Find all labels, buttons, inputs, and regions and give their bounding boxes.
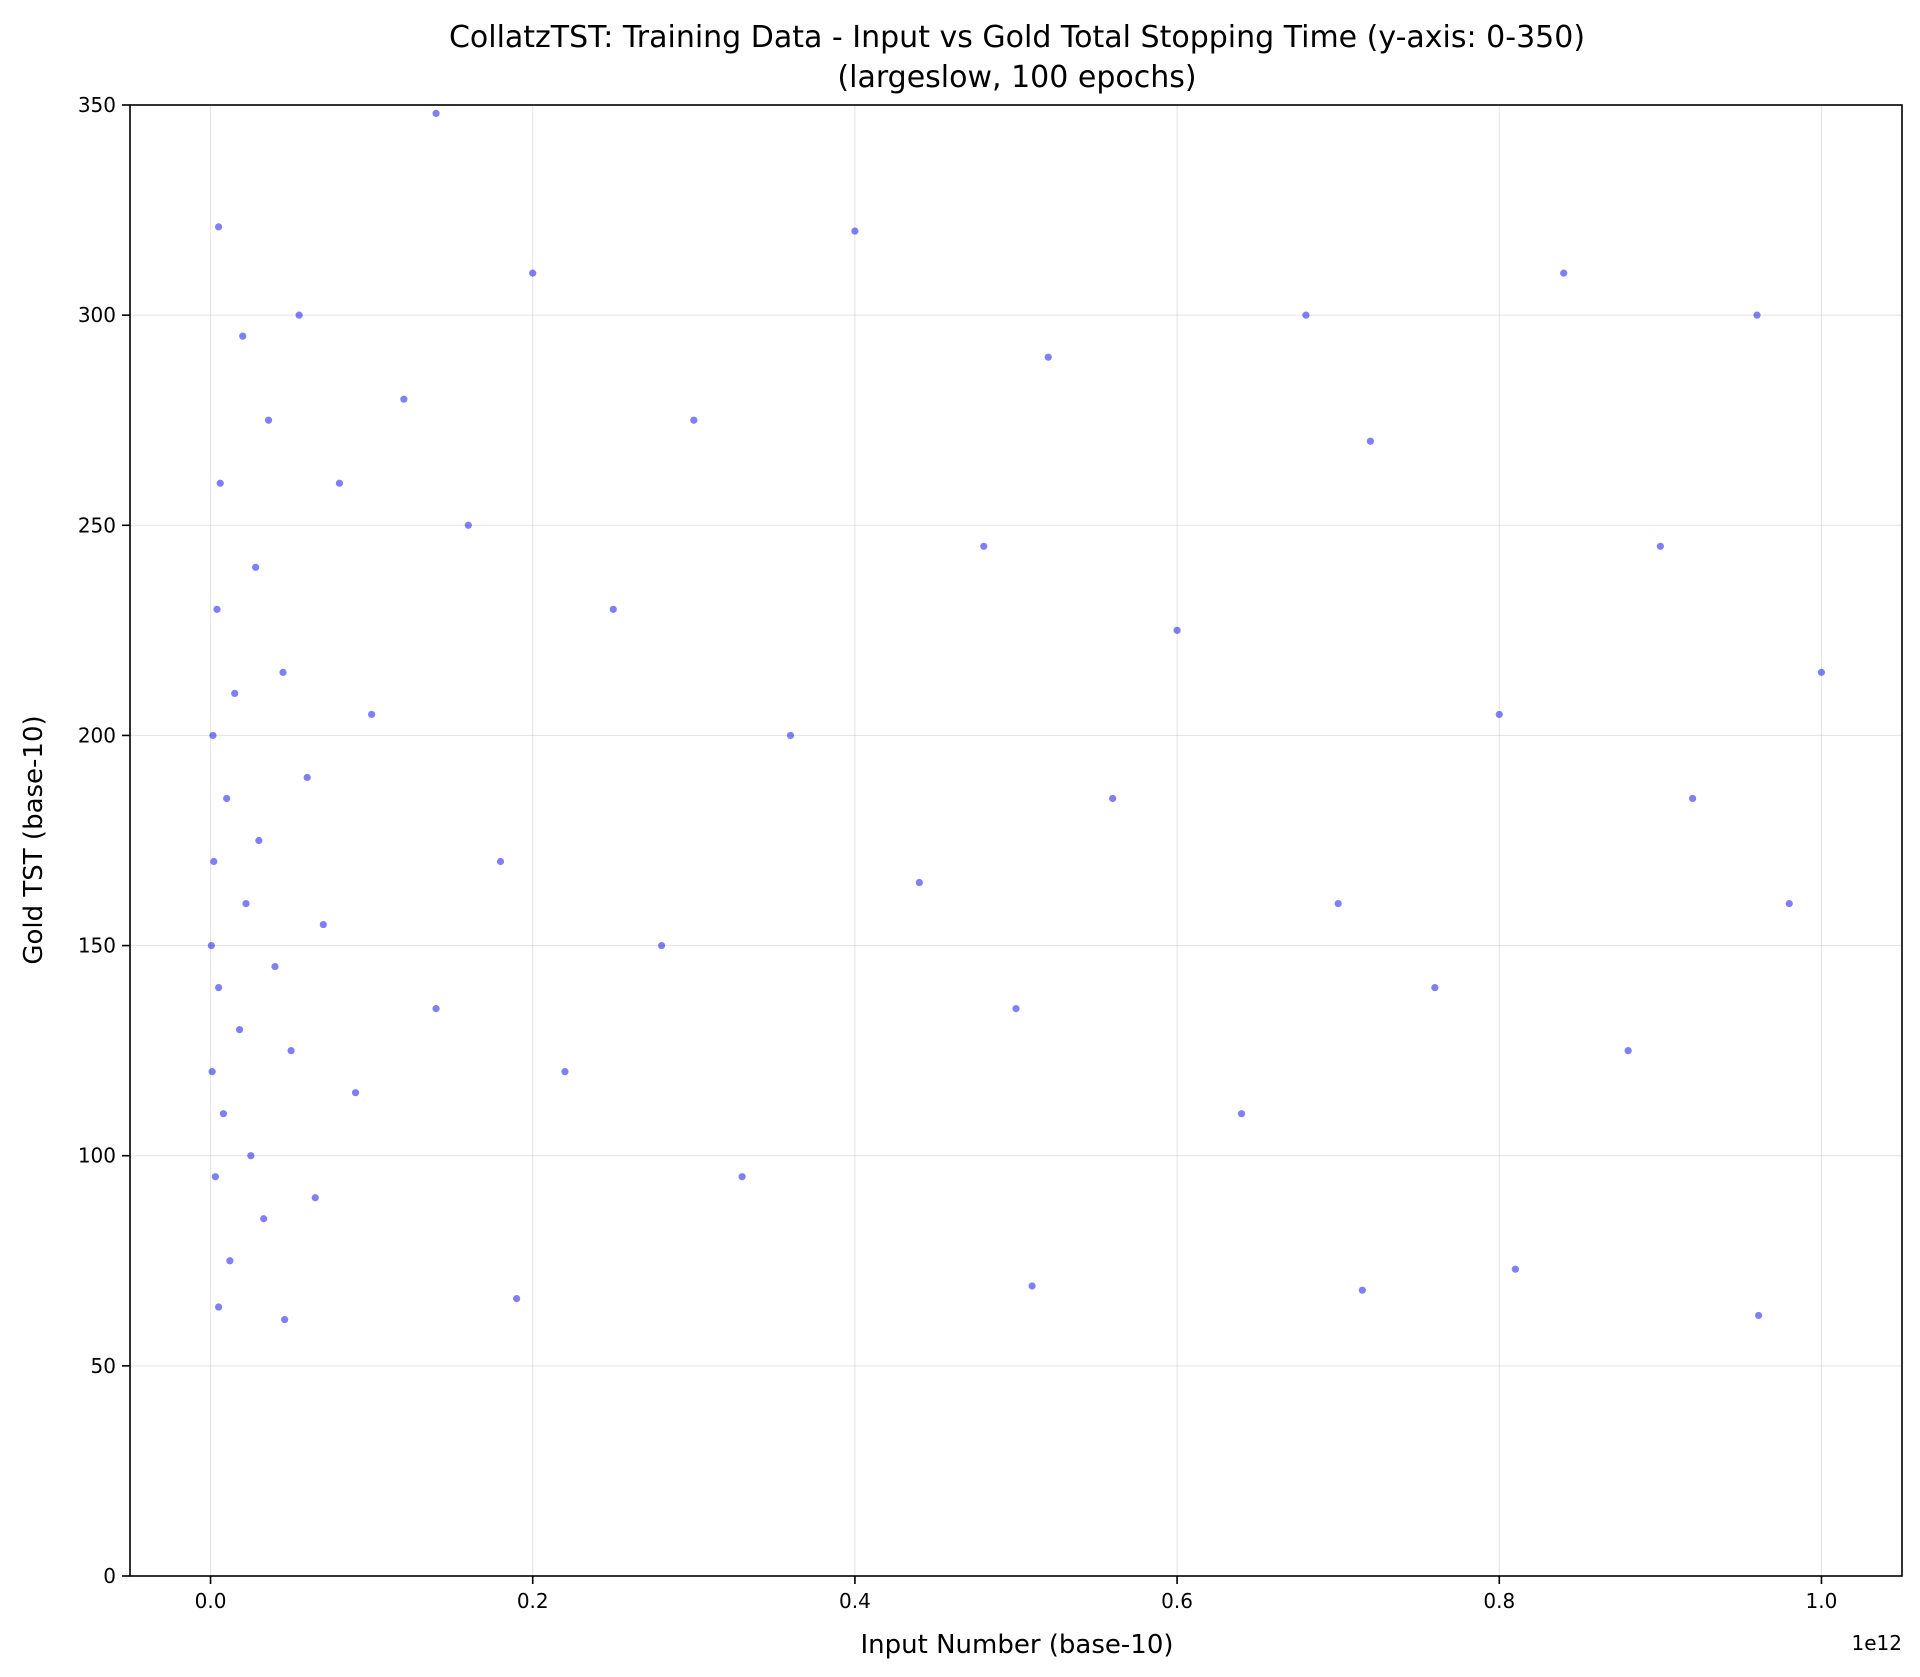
data-point xyxy=(513,1295,521,1303)
data-point xyxy=(295,311,303,319)
data-point xyxy=(247,1152,255,1160)
data-point xyxy=(213,605,221,613)
data-point xyxy=(432,109,440,118)
data-point xyxy=(252,563,260,571)
grid-layer xyxy=(130,104,1902,1577)
data-point xyxy=(1688,794,1697,803)
data-point xyxy=(786,731,795,740)
data-point xyxy=(658,941,666,950)
data-point xyxy=(226,1257,234,1265)
data-point xyxy=(211,1173,219,1181)
data-point xyxy=(738,1173,746,1181)
data-point xyxy=(368,710,376,719)
y-tick-label: 350 xyxy=(78,93,116,117)
data-point xyxy=(561,1068,569,1076)
y-tick-label: 150 xyxy=(78,934,116,958)
data-point xyxy=(1624,1047,1632,1055)
data-point xyxy=(219,1110,228,1118)
y-axis-label: Gold TST (base-10) xyxy=(19,715,49,964)
data-point xyxy=(208,1068,216,1076)
x-axis-offset-label: 1e12 xyxy=(1852,1631,1902,1655)
y-axis-ticks: 0 50 100 150 200 250 300 350 xyxy=(78,93,130,1588)
data-point xyxy=(215,984,223,992)
data-point xyxy=(311,1194,319,1202)
x-tick-label: 1.0 xyxy=(1806,1589,1838,1613)
data-point xyxy=(1109,794,1117,803)
data-point xyxy=(1785,899,1793,908)
x-tick-label: 0.8 xyxy=(1483,1589,1515,1613)
data-point xyxy=(210,857,218,866)
y-tick-label: 250 xyxy=(78,513,116,537)
data-point xyxy=(1334,899,1342,908)
data-point xyxy=(690,416,698,424)
x-tick-label: 0.4 xyxy=(839,1589,871,1613)
data-point xyxy=(496,857,505,866)
data-point xyxy=(319,920,327,929)
data-point xyxy=(1366,437,1374,445)
y-tick-label: 0 xyxy=(103,1564,116,1588)
data-point xyxy=(851,227,859,235)
data-point xyxy=(255,836,263,845)
data-point xyxy=(207,941,215,950)
y-tick-label: 100 xyxy=(78,1144,116,1168)
data-point xyxy=(1753,311,1761,319)
data-point xyxy=(432,1005,440,1013)
data-point xyxy=(1358,1286,1366,1294)
data-point xyxy=(1028,1282,1036,1290)
data-point xyxy=(609,605,617,613)
data-point xyxy=(1560,269,1568,277)
data-point xyxy=(1656,542,1664,550)
y-tick-label: 300 xyxy=(78,303,116,327)
chart-subtitle: (largeslow, 100 epochs) xyxy=(837,60,1196,95)
data-point xyxy=(287,1047,295,1055)
data-point xyxy=(1173,626,1181,634)
data-point xyxy=(1755,1311,1763,1320)
data-point xyxy=(281,1316,289,1324)
data-point xyxy=(1302,311,1310,319)
x-tick-label: 0.6 xyxy=(1161,1589,1193,1613)
data-point xyxy=(1431,984,1439,992)
data-point xyxy=(242,899,250,908)
points-layer xyxy=(207,109,1826,1324)
data-point xyxy=(260,1215,268,1223)
x-tick-label: 0.0 xyxy=(195,1589,227,1613)
data-point xyxy=(216,479,224,487)
data-point xyxy=(303,773,311,782)
data-point xyxy=(1237,1110,1246,1118)
data-point xyxy=(980,542,988,550)
plot-frame xyxy=(129,104,1903,1577)
data-point xyxy=(400,395,408,403)
data-point xyxy=(215,223,223,231)
data-point xyxy=(223,794,231,803)
y-tick-label: 200 xyxy=(78,723,116,747)
data-point xyxy=(1495,710,1503,719)
data-point xyxy=(464,521,472,529)
data-point xyxy=(239,332,247,340)
x-axis-ticks: 0.0 0.2 0.4 0.6 0.8 1.0 xyxy=(195,1576,1838,1613)
data-point xyxy=(1044,353,1052,361)
data-point xyxy=(1511,1265,1519,1273)
data-point xyxy=(335,479,344,487)
data-point xyxy=(1817,668,1826,676)
data-point xyxy=(915,878,923,887)
data-point xyxy=(231,689,239,698)
data-point xyxy=(351,1089,360,1097)
data-point xyxy=(1012,1005,1020,1013)
data-point xyxy=(529,269,537,277)
data-point xyxy=(215,1303,223,1311)
data-point xyxy=(235,1026,244,1034)
data-point xyxy=(271,962,279,971)
data-point xyxy=(264,416,273,424)
data-point xyxy=(209,731,217,740)
y-tick-label: 50 xyxy=(91,1354,116,1378)
data-point xyxy=(279,668,287,676)
x-axis-label: Input Number (base-10) xyxy=(860,1630,1173,1660)
chart-title: CollatzTST: Training Data - Input vs Gol… xyxy=(449,20,1585,55)
x-tick-label: 0.2 xyxy=(517,1589,549,1613)
